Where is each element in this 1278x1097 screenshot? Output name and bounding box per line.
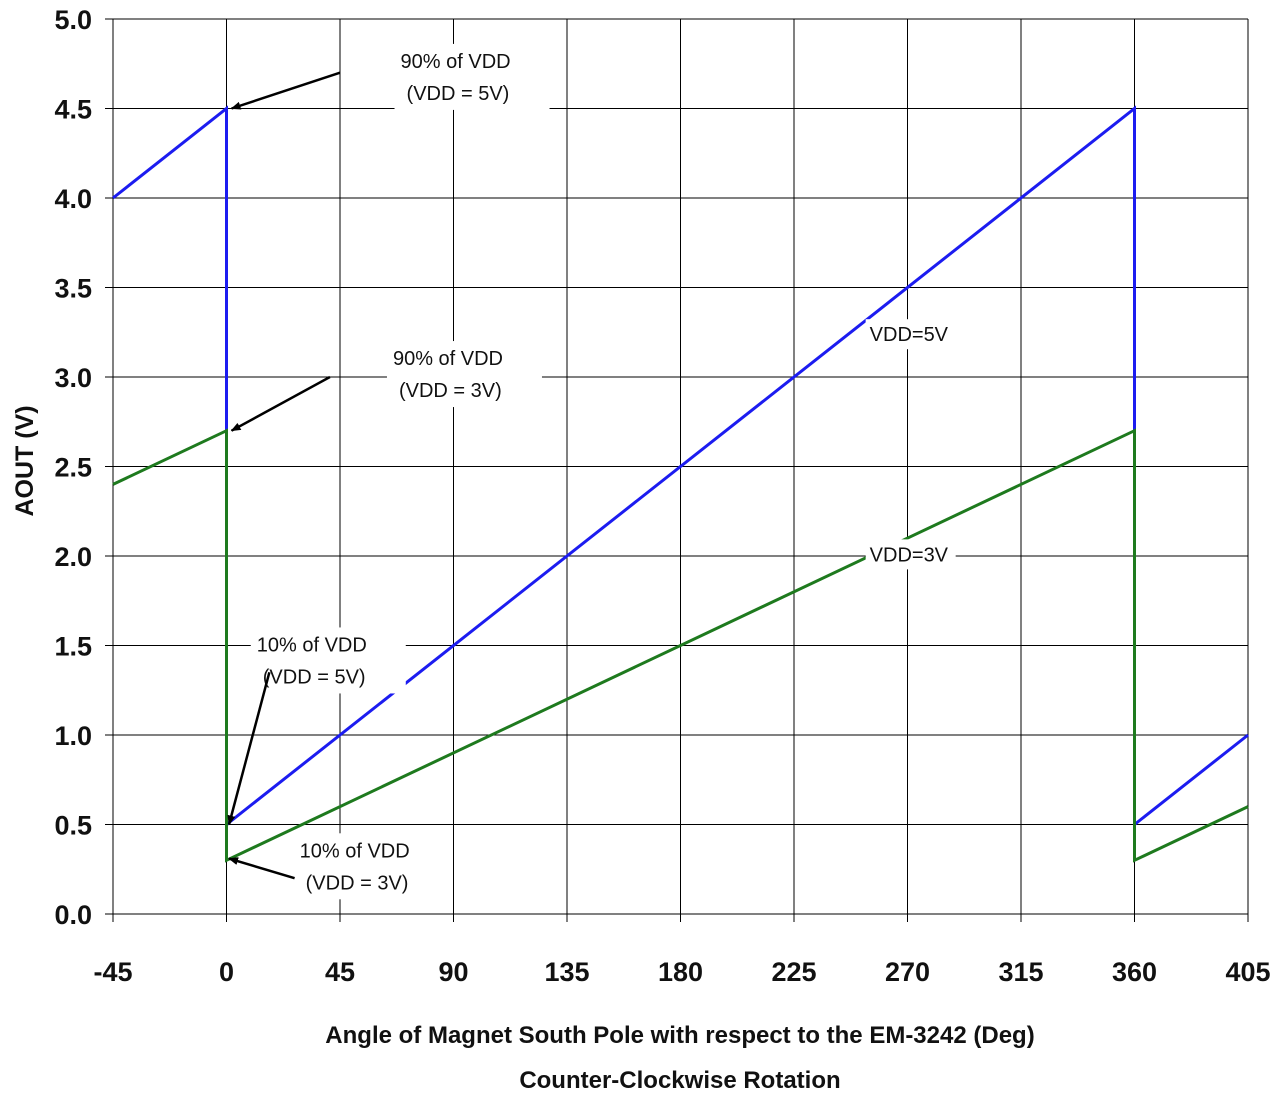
- series-line-vdd-5v: [112, 105, 1249, 828]
- ticks-layer: -45 0 45 90 135 180 225 270 315 360 405 0.0 0.5 1.0 1.…: [54, 5, 1270, 987]
- y-tick-label: 2.5: [54, 453, 92, 483]
- x-axis-title: Angle of Magnet South Pole with respect …: [325, 1022, 1034, 1049]
- annotation-text: (VDD = 3V): [399, 380, 502, 402]
- annotation-bg: [250, 627, 406, 694]
- y-tick-label: 1.0: [54, 721, 92, 751]
- x-tick-label: 225: [771, 957, 816, 987]
- x-tick-label: 0: [219, 957, 234, 987]
- series-layer: [112, 105, 1249, 863]
- y-tick-label: 4.5: [54, 95, 92, 125]
- series-line-vdd-3v: [112, 428, 1249, 863]
- annotation-bg: [386, 341, 542, 408]
- y-tick-label: 0.5: [54, 811, 92, 841]
- y-tick-label: 5.0: [54, 5, 92, 35]
- annotation-text: 10% of VDD: [300, 840, 410, 862]
- annotation-arrow: [228, 857, 295, 880]
- y-axis-title: AOUT (V): [11, 405, 39, 516]
- series-label: VDD=3V: [870, 544, 949, 566]
- series-label-bg: [865, 539, 956, 570]
- annotation-bg: [394, 43, 550, 110]
- grid: [112, 18, 1249, 915]
- x-tick-label: 315: [998, 957, 1043, 987]
- y-tick-label: 3.5: [54, 274, 92, 304]
- y-tick-label: 0.0: [54, 900, 92, 930]
- annotation-text: (VDD = 5V): [407, 83, 510, 105]
- x-tick-label: -45: [93, 957, 132, 987]
- x-tick-label: 360: [1112, 957, 1157, 987]
- y-tick-label: 4.0: [54, 184, 92, 214]
- annotation-bg: [293, 833, 449, 900]
- annotation-text: 10% of VDD: [257, 634, 367, 656]
- y-tick-label: 1.5: [54, 632, 92, 662]
- y-tick-label: 3.0: [54, 363, 92, 393]
- y-tick-label: 2.0: [54, 542, 92, 572]
- x-axis-subtitle: Counter-Clockwise Rotation: [519, 1067, 840, 1094]
- x-tick-label: 45: [325, 957, 355, 987]
- annotation-text: 90% of VDD: [393, 348, 503, 370]
- annotation-arrow: [227, 672, 271, 826]
- annotation-arrow: [230, 375, 331, 432]
- x-tick-label: 135: [544, 957, 589, 987]
- annotation-text: 90% of VDD: [401, 51, 511, 73]
- x-tick-label: 270: [885, 957, 930, 987]
- annotation-text: (VDD = 5V): [263, 666, 366, 688]
- labels-layer: VDD=5V VDD=3V 90% of VDD (VDD = 5V) 90% of V…: [227, 43, 956, 900]
- x-tick-label: 405: [1225, 957, 1270, 987]
- annotation-arrow: [230, 71, 341, 110]
- annotation-text: (VDD = 3V): [306, 872, 409, 894]
- x-tick-label: 180: [658, 957, 703, 987]
- series-label-bg: [865, 319, 956, 350]
- x-tick-label: 90: [438, 957, 468, 987]
- series-label: VDD=5V: [870, 324, 949, 346]
